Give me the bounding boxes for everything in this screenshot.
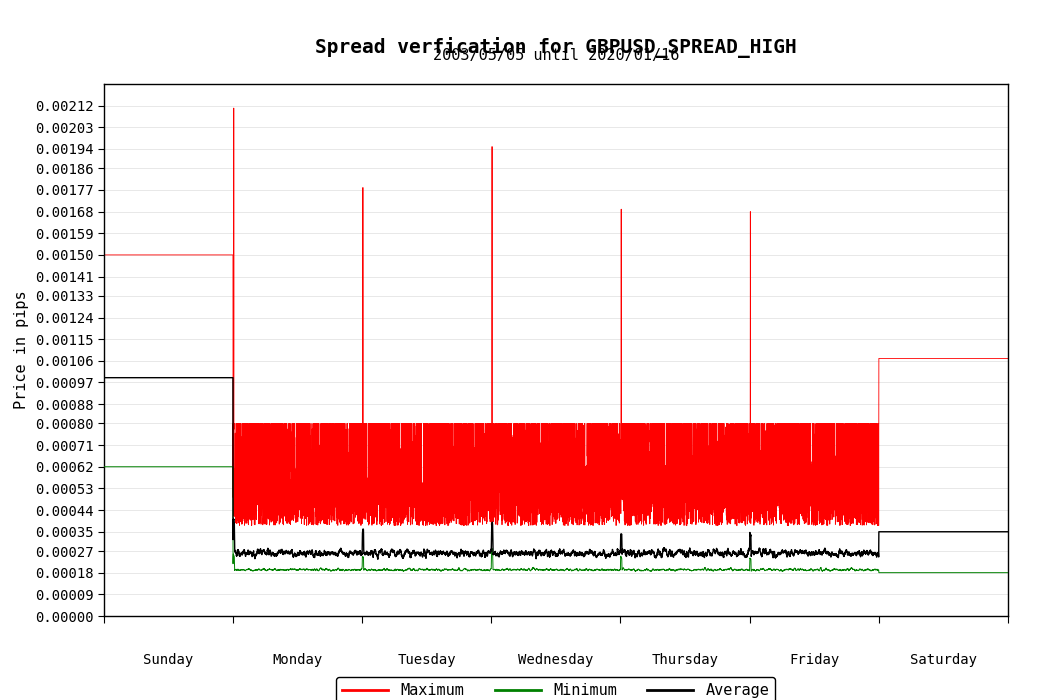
Average: [777, 549, 790, 557]
Text: Wednesday: Wednesday: [518, 653, 593, 667]
Minimum: [873, 568, 885, 577]
Line: Maximum: Maximum: [104, 108, 1008, 526]
Average: [118, 374, 131, 382]
Average: [341, 550, 353, 558]
Maximum: [730, 522, 743, 530]
Maximum: [678, 478, 691, 486]
Average: [220, 374, 233, 382]
Average: [98, 374, 110, 382]
Title: Spread verfication for GBPUSD_SPREAD_HIGH: Spread verfication for GBPUSD_SPREAD_HIG…: [315, 37, 797, 58]
Maximum: [118, 251, 131, 259]
Text: 2003/05/05 until 2020/01/16: 2003/05/05 until 2020/01/16: [432, 48, 680, 63]
Maximum: [98, 251, 110, 259]
Text: Saturday: Saturday: [910, 653, 977, 667]
Minimum: [220, 463, 233, 471]
Legend: Maximum, Minimum, Average: Maximum, Minimum, Average: [337, 677, 775, 700]
Minimum: [341, 566, 353, 575]
Line: Average: Average: [104, 378, 1008, 559]
Text: Friday: Friday: [789, 653, 840, 667]
Y-axis label: Price in pips: Price in pips: [15, 290, 29, 410]
Text: Tuesday: Tuesday: [398, 653, 456, 667]
Average: [678, 548, 691, 556]
Line: Minimum: Minimum: [104, 467, 1008, 573]
Text: Thursday: Thursday: [651, 653, 719, 667]
Maximum: [341, 466, 353, 475]
Minimum: [118, 463, 131, 471]
Maximum: [355, 478, 368, 486]
Text: Monday: Monday: [272, 653, 323, 667]
Average: [1002, 528, 1014, 536]
Minimum: [677, 565, 690, 573]
Maximum: [220, 251, 233, 259]
Minimum: [776, 567, 789, 575]
Minimum: [355, 565, 368, 573]
Maximum: [1002, 354, 1014, 363]
Minimum: [98, 463, 110, 471]
Average: [355, 550, 368, 558]
Average: [372, 555, 384, 564]
Minimum: [1002, 568, 1014, 577]
Maximum: [777, 440, 790, 448]
Maximum: [228, 104, 240, 112]
Text: Sunday: Sunday: [143, 653, 193, 667]
